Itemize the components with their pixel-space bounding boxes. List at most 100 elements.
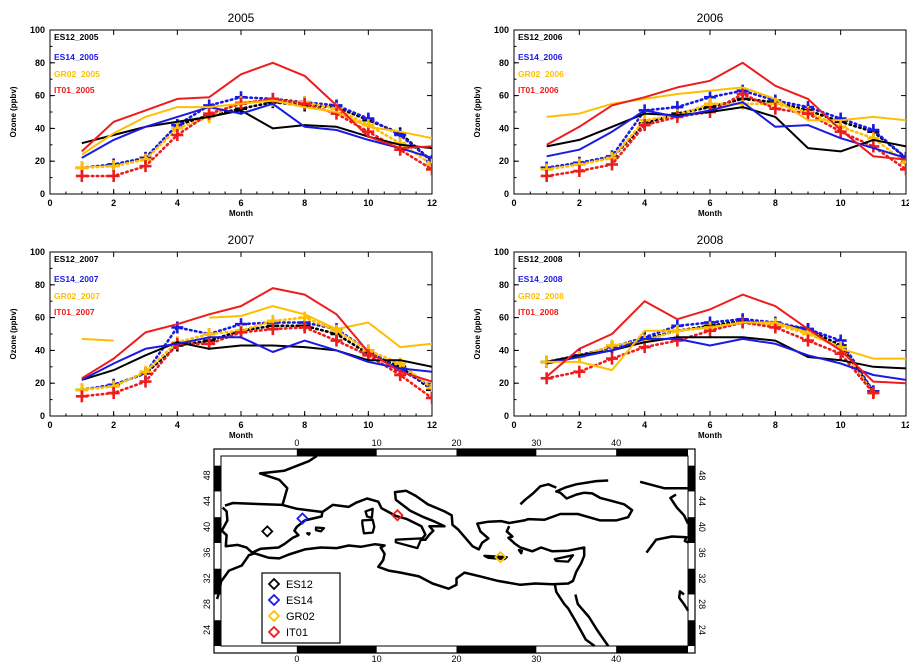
station-marker-es14 <box>296 512 309 525</box>
it01-obs-point <box>426 163 432 176</box>
chart-panel-2008: 2008 0 2 4 6 8 10 12 0 20 40 60 80 100 Month Ozone (ppb… <box>473 233 909 440</box>
map-lon-label: 40 <box>611 654 621 662</box>
x-tick-label: 8 <box>302 420 307 430</box>
y-tick-label: 20 <box>499 378 509 388</box>
map-lon-label: 30 <box>531 438 541 448</box>
legend-entry-gr02: GR02_2007 <box>54 291 100 301</box>
series-group <box>75 287 432 404</box>
x-tick-label: 6 <box>707 198 712 208</box>
es14-model-line <box>81 102 432 159</box>
map-border-bar <box>688 517 695 543</box>
coastline <box>553 583 596 648</box>
legend-marker-es12 <box>267 577 281 591</box>
it01-obs-point <box>75 169 88 182</box>
map-legend-label-es14: ES14 <box>286 595 313 607</box>
x-tick-label: 2 <box>111 420 116 430</box>
it01-obs-point <box>298 321 311 334</box>
x-axis-label: Month <box>698 431 722 440</box>
coastline <box>519 483 557 506</box>
island <box>394 537 423 550</box>
x-tick-label: 2 <box>111 198 116 208</box>
x-tick-label: 6 <box>238 198 243 208</box>
series-group <box>540 61 906 182</box>
legend-entry-es12: ES12_2007 <box>54 254 99 264</box>
y-axis-label: Ozone (ppbv) <box>473 308 482 359</box>
it01-obs-point <box>900 163 906 176</box>
series-group <box>75 61 432 182</box>
es12-obs-line <box>80 100 432 170</box>
y-tick-label: 80 <box>499 280 509 290</box>
map-border-bar <box>688 568 695 595</box>
map-lon-label: 0 <box>294 654 299 662</box>
map-lat-label: 28 <box>202 599 212 609</box>
map-lat-label: 48 <box>697 470 707 480</box>
map-border-bar <box>214 620 221 646</box>
map-lon-label: 10 <box>372 438 382 448</box>
map-lon-label: 20 <box>451 438 461 448</box>
legend-entry-it01: IT01_2008 <box>518 307 559 317</box>
y-tick-label: 100 <box>30 247 45 257</box>
it01-model-line <box>81 287 432 383</box>
chart-title: 2006 <box>697 11 724 25</box>
it01-obs-point <box>171 128 184 141</box>
y-tick-label: 40 <box>35 345 45 355</box>
x-axis-label: Month <box>229 431 253 440</box>
map-legend: ES12 ES14 GR02 IT01 <box>261 572 341 644</box>
gr02-model-line <box>546 86 906 122</box>
x-tick-label: 10 <box>363 420 373 430</box>
coastline <box>321 479 634 551</box>
x-tick-label: 12 <box>427 198 437 208</box>
y-tick-label: 80 <box>35 280 45 290</box>
map-lat-label: 44 <box>697 496 707 506</box>
gr02-obs-point <box>426 158 432 171</box>
it01-obs-point <box>540 372 553 385</box>
legend-entry-es12: ES12_2005 <box>54 32 99 42</box>
map-lat-label: 36 <box>202 548 212 558</box>
series-group <box>540 293 906 400</box>
es14-obs-line <box>545 89 906 170</box>
map-legend-box <box>261 572 341 644</box>
legend-marker-gr02 <box>267 609 281 623</box>
map-border-bar <box>688 465 695 492</box>
map-border-bar <box>214 517 221 543</box>
map-legend-label-it01: IT01 <box>286 627 308 639</box>
map-lat-label: 40 <box>697 522 707 532</box>
legend-entry-es14: ES14_2005 <box>54 52 99 62</box>
it01-obs-point <box>606 158 618 171</box>
station-map: 0 0 10 10 20 20 30 30 40 40 24 24 28 28 32 32 36 36 40 40 44… <box>202 438 707 662</box>
y-tick-label: 20 <box>35 378 45 388</box>
map-lon-label: 30 <box>531 654 541 662</box>
island <box>314 526 326 533</box>
y-axis-label: Ozone (ppbv) <box>9 86 18 137</box>
y-tick-label: 60 <box>499 313 509 323</box>
it01-obs-point <box>107 169 120 182</box>
it01-model-line <box>546 293 906 385</box>
gr02-obs-line <box>80 316 432 392</box>
map-border-bar <box>214 465 221 492</box>
it01-obs-point <box>139 160 152 173</box>
it01-obs-point <box>638 119 651 132</box>
it01-obs-line <box>80 97 432 178</box>
legend-entry-it01: IT01_2005 <box>54 85 95 95</box>
x-tick-label: 8 <box>773 420 778 430</box>
x-tick-label: 10 <box>363 198 373 208</box>
x-tick-label: 10 <box>836 198 846 208</box>
gr02-model-line <box>81 337 114 342</box>
map-legend-label-gr02: GR02 <box>286 611 315 623</box>
map-lon-label: 40 <box>611 438 621 448</box>
y-tick-label: 0 <box>504 411 509 421</box>
x-tick-label: 10 <box>836 420 846 430</box>
station-marker-es12 <box>261 525 274 538</box>
it01-obs-point <box>426 391 432 404</box>
it01-obs-point <box>266 323 279 336</box>
legend-entry-es14: ES14_2007 <box>54 274 99 284</box>
coastline <box>639 480 688 490</box>
y-tick-label: 80 <box>35 58 45 68</box>
it01-obs-point <box>540 169 553 182</box>
x-axis-label: Month <box>698 209 722 218</box>
map-lat-label: 40 <box>202 522 212 532</box>
legend-marker-it01 <box>267 625 281 639</box>
it01-model-line <box>546 61 906 161</box>
it01-obs-point <box>802 334 814 347</box>
